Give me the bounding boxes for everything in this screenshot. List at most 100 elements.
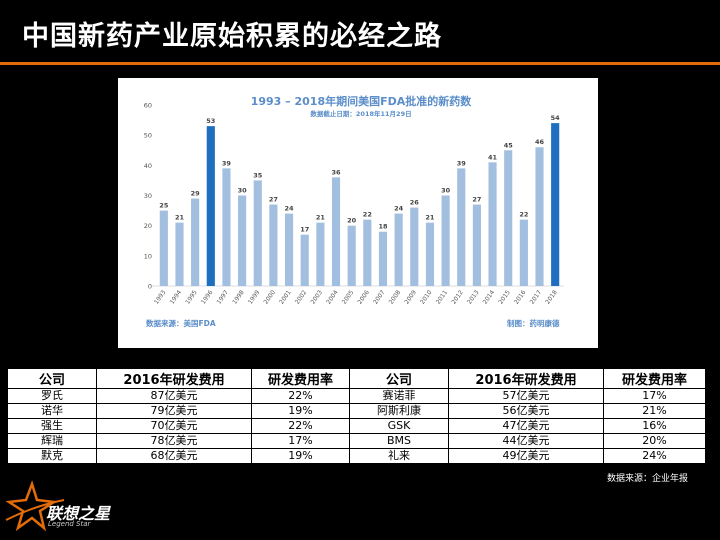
x-tick-label: 2000 — [263, 289, 278, 306]
data-label: 22 — [363, 211, 372, 219]
table-cell: 49亿美元 — [448, 448, 604, 464]
table-cell: 赛诺菲 — [349, 388, 449, 404]
x-tick-label: 2001 — [278, 289, 293, 306]
data-label: 18 — [378, 223, 388, 231]
bar-2010 — [425, 222, 435, 286]
y-tick-label: 10 — [144, 252, 152, 260]
x-tick-label: 2009 — [403, 289, 418, 306]
col-header: 2016年研发费用 — [448, 368, 604, 389]
table-cell: 阿斯利康 — [349, 403, 449, 419]
table-cell: 24% — [603, 448, 706, 464]
data-label: 39 — [222, 159, 232, 167]
x-tick-label: 2004 — [325, 289, 340, 306]
table-cell: 礼来 — [349, 448, 449, 464]
table-cell: 68亿美元 — [96, 448, 252, 464]
data-label: 20 — [347, 217, 357, 225]
x-tick-label: 1999 — [247, 289, 262, 306]
bar-2015 — [504, 150, 513, 286]
data-label: 27 — [472, 196, 481, 204]
data-label: 27 — [269, 196, 278, 204]
table-cell: 19% — [251, 403, 350, 419]
bar-2006 — [363, 219, 372, 286]
y-tick-label: 20 — [144, 222, 152, 230]
bar-2000 — [269, 204, 278, 286]
data-label: 29 — [191, 190, 201, 198]
bar-2017 — [535, 147, 544, 286]
logo-name: 联想之星 — [46, 504, 111, 523]
table-cell: BMS — [349, 433, 449, 449]
x-tick-label: 2016 — [513, 289, 528, 306]
x-tick-label: 2002 — [294, 289, 309, 306]
chart-maker: 制图：药明康德 — [507, 318, 560, 328]
y-tick-label: 50 — [144, 132, 152, 140]
bar-2003 — [316, 222, 325, 286]
col-header: 研发费用率 — [251, 368, 350, 389]
data-label: 24 — [285, 205, 295, 213]
data-label: 24 — [394, 205, 404, 213]
y-tick-label: 30 — [144, 192, 152, 200]
x-tick-label: 2014 — [482, 289, 497, 306]
y-tick-label: 40 — [144, 162, 152, 170]
data-label: 36 — [331, 168, 341, 176]
bar-2013 — [472, 204, 481, 286]
bar-2005 — [347, 225, 356, 286]
col-header: 2016年研发费用 — [96, 368, 252, 389]
table-cell: 78亿美元 — [96, 433, 252, 449]
table-cell: 辉瑞 — [7, 433, 97, 449]
x-tick-label: 2013 — [466, 289, 481, 306]
x-tick-label: 2005 — [341, 289, 356, 306]
data-label: 45 — [504, 141, 514, 149]
x-tick-label: 2006 — [356, 289, 371, 306]
x-tick-label: 1995 — [184, 289, 199, 306]
data-label: 22 — [519, 211, 528, 219]
table-row: 辉瑞 78亿美元 17% BMS 44亿美元 20% — [7, 433, 706, 449]
chart-subtitle: 数据截止日期：2018年11月29日 — [310, 109, 411, 118]
bar-2016 — [519, 219, 528, 286]
table-row: 强生 70亿美元 22% GSK 47亿美元 16% — [7, 418, 706, 434]
x-tick-label: 1996 — [200, 289, 215, 306]
data-source-note: 数据来源：企业年报 — [607, 474, 689, 484]
bar-2012 — [457, 168, 466, 286]
chart-panel: 1993 – 2018年期间美国FDA批准的新药数 数据截止日期：2018年11… — [118, 78, 598, 348]
y-tick-label: 0 — [148, 283, 152, 291]
data-label: 21 — [316, 214, 326, 222]
table-cell: 57亿美元 — [448, 388, 604, 404]
x-tick-label: 1993 — [153, 289, 168, 306]
bar-1995 — [191, 198, 200, 286]
data-label: 21 — [175, 214, 185, 222]
table-row: 诺华 79亿美元 19% 阿斯利康 56亿美元 21% — [7, 403, 706, 419]
data-label: 46 — [535, 138, 545, 146]
data-label: 30 — [238, 187, 248, 195]
y-tick-label: 60 — [144, 102, 152, 110]
title-underline — [0, 62, 720, 65]
bar-1997 — [222, 168, 231, 286]
x-tick-label: 2011 — [435, 289, 450, 306]
data-label: 30 — [441, 187, 451, 195]
table-cell: 21% — [603, 403, 706, 419]
data-label: 39 — [457, 159, 467, 167]
bar-1996 — [206, 126, 215, 286]
bar-2002 — [300, 234, 309, 286]
slide-title: 中国新药产业原始积累的必经之路 — [22, 21, 442, 52]
x-tick-label: 2003 — [310, 289, 325, 306]
table-cell: GSK — [349, 418, 449, 434]
data-label: 26 — [410, 199, 420, 207]
bar-2009 — [410, 207, 419, 286]
fda-approvals-chart: 1993 – 2018年期间美国FDA批准的新药数 数据截止日期：2018年11… — [144, 94, 564, 328]
table-cell: 17% — [603, 388, 706, 404]
data-label: 53 — [206, 117, 215, 125]
col-header: 研发费用率 — [603, 368, 706, 389]
bar-2018 — [551, 123, 560, 286]
data-label: 21 — [425, 214, 435, 222]
table-cell: 16% — [603, 418, 706, 434]
chart-title: 1993 – 2018年期间美国FDA批准的新药数 — [251, 94, 473, 108]
table-cell: 56亿美元 — [448, 403, 604, 419]
x-tick-label: 2008 — [388, 289, 403, 306]
data-label: 17 — [300, 226, 309, 234]
table-cell: 默克 — [7, 448, 97, 464]
table-cell: 47亿美元 — [448, 418, 604, 434]
bar-2004 — [331, 177, 341, 286]
legend-star-logo-icon — [5, 480, 65, 532]
bar-1999 — [253, 180, 262, 286]
data-label: 41 — [488, 153, 498, 161]
